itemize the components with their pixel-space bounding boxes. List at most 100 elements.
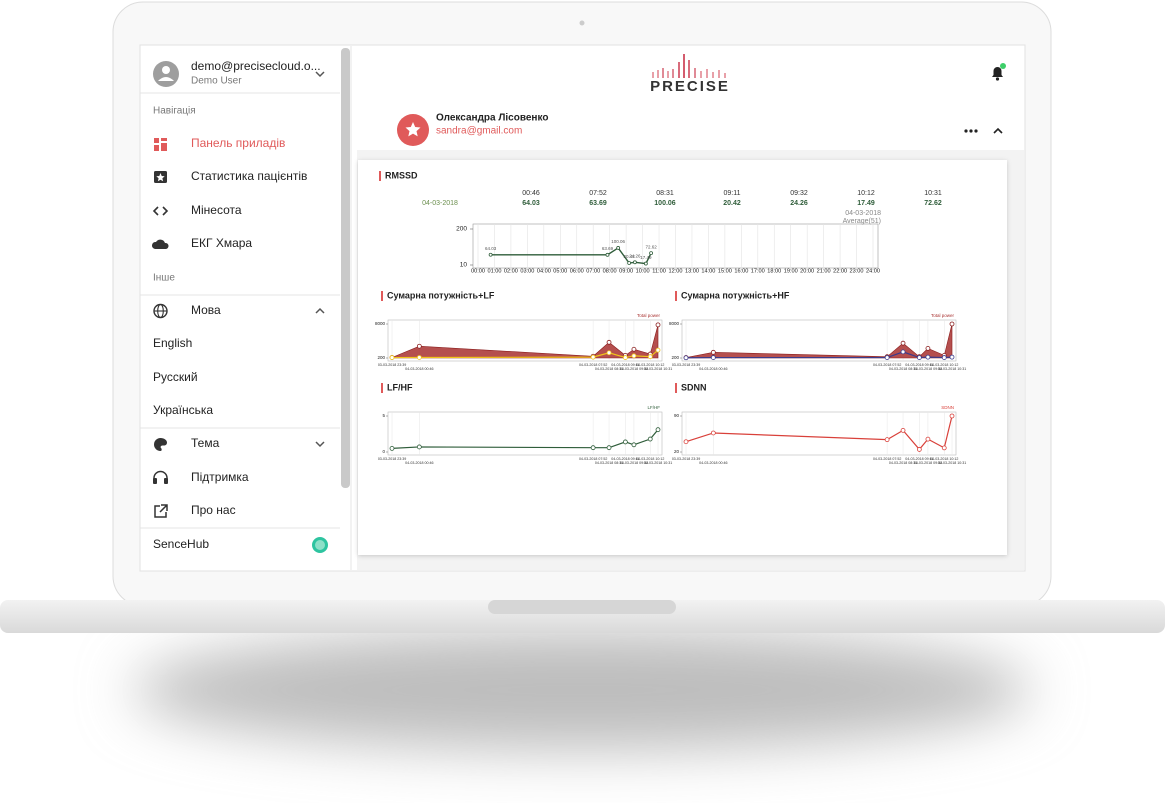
x-tick-label: 03-03-2018 23:39 — [672, 457, 700, 461]
chart-title: RMSSD — [385, 170, 418, 180]
x-tick-label: 04-03-2018 00:46 — [405, 461, 433, 465]
patient-name: Олександра Лісовенко — [436, 113, 548, 124]
x-tick-label: 04-03-2018 10:31 — [938, 461, 966, 465]
x-tick-label: 03-03-2018 23:39 — [672, 363, 700, 367]
collapse-button[interactable] — [993, 127, 1003, 134]
menu-label[interactable]: Про нас — [191, 503, 236, 517]
point — [590, 445, 596, 451]
summary-value: 20.42 — [723, 200, 741, 207]
point — [416, 355, 422, 360]
logo-bar — [662, 68, 664, 78]
language-option[interactable]: Українська — [153, 403, 213, 417]
patient-email[interactable]: sandra@gmail.com — [436, 126, 522, 137]
point — [683, 439, 689, 445]
nav-label[interactable]: Мінесота — [191, 203, 242, 217]
x-tick-label: 03-03-2018 23:39 — [378, 457, 406, 461]
point — [616, 246, 621, 250]
x-tick-label: 04-03-2018 00:46 — [405, 367, 433, 371]
more-menu[interactable] — [964, 129, 978, 133]
point — [649, 251, 653, 256]
nav-label[interactable]: ЕКГ Хмара — [191, 236, 252, 250]
annotation: 04-03-2018 — [845, 210, 881, 217]
logo-bar — [667, 71, 669, 78]
avatar-body — [158, 77, 174, 81]
menu-label[interactable]: Мова — [191, 303, 221, 317]
summary-time: 07:52 — [589, 190, 607, 197]
legend-label: Total power — [931, 313, 955, 318]
nav-item[interactable]: ЕКГ Хмара — [151, 236, 252, 250]
plot-frame — [387, 319, 663, 362]
plot-frame — [387, 411, 663, 456]
x-tick-label: 19:00 — [784, 268, 798, 274]
point-label: 100.06 — [611, 239, 625, 244]
menu-item[interactable]: Тема — [154, 436, 325, 451]
nav-item[interactable]: Статистика пацієнтів — [154, 169, 307, 183]
x-tick-label: 22:00 — [833, 268, 847, 274]
title-accent — [675, 291, 677, 301]
language-menu[interactable]: Мова — [153, 303, 325, 319]
account-chevron[interactable] — [315, 71, 325, 78]
y-tick-label: 20 — [674, 449, 680, 454]
point — [627, 261, 632, 265]
nav-item[interactable]: Мінесота — [152, 203, 242, 217]
point — [631, 346, 637, 352]
icon — [156, 173, 165, 182]
annotation: Average(51) — [843, 218, 881, 225]
summary-time: 09:32 — [790, 190, 808, 197]
y-tick-label: 8000 — [375, 321, 386, 326]
nav-label[interactable]: Панель приладів — [191, 136, 285, 150]
point — [941, 355, 947, 360]
y-tick-label: 200 — [671, 355, 679, 360]
line — [685, 415, 953, 451]
nav-label[interactable]: Статистика пацієнтів — [191, 169, 307, 183]
menu-label[interactable]: Підтримка — [191, 470, 249, 484]
x-tick-label: 04-03-2018 10:12 — [930, 457, 958, 461]
menu-item[interactable]: Про нас — [154, 503, 236, 518]
x-tick-label: 04-03-2018 00:46 — [699, 461, 727, 465]
point-label: 63.69 — [602, 246, 614, 251]
title-accent — [379, 171, 381, 181]
point — [416, 444, 422, 450]
point — [647, 436, 653, 442]
x-tick-label: 04-03-2018 10:12 — [636, 457, 664, 461]
point — [884, 355, 890, 360]
x-tick-label: 13:00 — [685, 268, 699, 274]
point — [622, 439, 628, 445]
x-tick-label: 04-03-2018 07:52 — [579, 457, 607, 461]
x-tick-label: 05:00 — [553, 268, 567, 274]
x-tick-label: 08:00 — [603, 268, 617, 274]
footer-label[interactable]: SenceHub — [153, 537, 209, 551]
bell[interactable] — [992, 67, 1003, 77]
icon — [154, 504, 168, 518]
x-tick-label: 04-03-2018 07:52 — [579, 363, 607, 367]
x-tick-label: 03-03-2018 23:39 — [378, 363, 406, 367]
x-tick-label: 04-03-2018 09:32 — [620, 461, 648, 465]
icon — [154, 138, 159, 143]
language-option[interactable]: English — [153, 336, 192, 350]
x-tick-label: 09:00 — [619, 268, 633, 274]
menu-label[interactable]: Тема — [191, 436, 220, 450]
footer-badge-inner — [315, 540, 325, 550]
language-option[interactable]: Русский — [153, 370, 198, 384]
chart-title: Сумарна потужність+LF — [387, 290, 495, 300]
title-accent — [381, 291, 383, 301]
point — [655, 427, 661, 433]
plot-frame — [681, 411, 957, 456]
point — [416, 343, 422, 349]
menu-item[interactable]: Підтримка — [153, 470, 249, 484]
y-tick-label: 0 — [382, 449, 385, 454]
x-tick-label: 10:00 — [636, 268, 650, 274]
laptop-shadow — [132, 630, 1032, 750]
plot-frame — [681, 319, 957, 362]
point — [900, 349, 906, 355]
notifications[interactable] — [992, 63, 1006, 81]
point — [605, 252, 610, 257]
point-label: 64.03 — [485, 246, 497, 251]
point — [710, 349, 716, 355]
point — [633, 260, 637, 265]
x-tick-label: 04-03-2018 09:11 — [905, 457, 933, 461]
x-tick-label: 04-03-2018 08:31 — [889, 367, 917, 371]
summary-time: 08:31 — [656, 190, 674, 197]
summary-time: 00:46 — [522, 190, 540, 197]
nav-item[interactable]: Панель приладів — [154, 136, 285, 151]
